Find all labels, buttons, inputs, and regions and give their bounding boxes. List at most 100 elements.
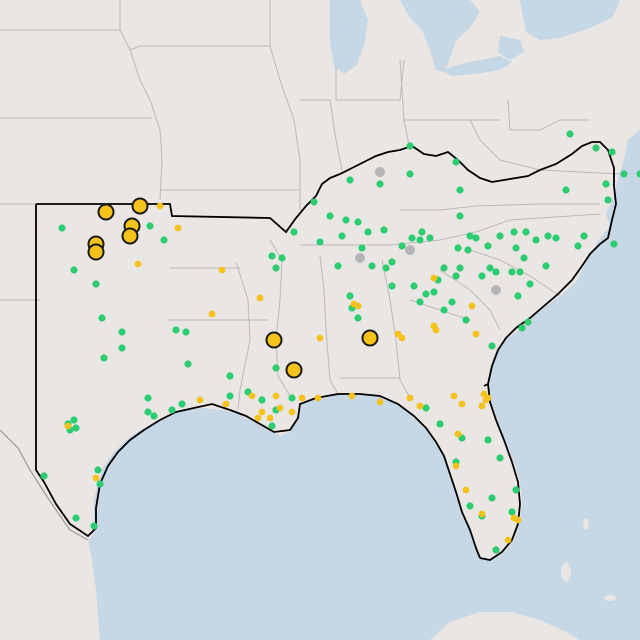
green-station-marker[interactable] bbox=[268, 252, 276, 260]
green-station-marker[interactable] bbox=[516, 268, 524, 276]
green-station-marker[interactable] bbox=[486, 264, 494, 272]
green-station-marker[interactable] bbox=[100, 354, 108, 362]
yellow-station-marker[interactable] bbox=[432, 326, 440, 334]
green-station-marker[interactable] bbox=[70, 266, 78, 274]
green-station-marker[interactable] bbox=[464, 246, 472, 254]
large-yellow-marker[interactable] bbox=[97, 203, 115, 221]
green-station-marker[interactable] bbox=[70, 416, 78, 424]
green-station-marker[interactable] bbox=[364, 228, 372, 236]
green-station-marker[interactable] bbox=[406, 170, 414, 178]
green-station-marker[interactable] bbox=[518, 324, 526, 332]
green-station-marker[interactable] bbox=[150, 412, 158, 420]
green-station-marker[interactable] bbox=[98, 314, 106, 322]
green-station-marker[interactable] bbox=[452, 158, 460, 166]
yellow-station-marker[interactable] bbox=[254, 414, 262, 422]
green-station-marker[interactable] bbox=[492, 268, 500, 276]
green-station-marker[interactable] bbox=[418, 228, 426, 236]
green-station-marker[interactable] bbox=[416, 298, 424, 306]
green-station-marker[interactable] bbox=[346, 292, 354, 300]
yellow-station-marker[interactable] bbox=[454, 430, 462, 438]
green-station-marker[interactable] bbox=[316, 238, 324, 246]
yellow-station-marker[interactable] bbox=[208, 310, 216, 318]
green-station-marker[interactable] bbox=[524, 318, 532, 326]
yellow-station-marker[interactable] bbox=[462, 486, 470, 494]
yellow-station-marker[interactable] bbox=[354, 302, 362, 310]
green-station-marker[interactable] bbox=[608, 148, 616, 156]
green-station-marker[interactable] bbox=[354, 218, 362, 226]
green-station-marker[interactable] bbox=[182, 328, 190, 336]
green-station-marker[interactable] bbox=[290, 228, 298, 236]
large-yellow-marker[interactable] bbox=[131, 197, 149, 215]
green-station-marker[interactable] bbox=[172, 326, 180, 334]
green-station-marker[interactable] bbox=[552, 234, 560, 242]
green-station-marker[interactable] bbox=[144, 408, 152, 416]
yellow-station-marker[interactable] bbox=[376, 398, 384, 406]
yellow-station-marker[interactable] bbox=[314, 394, 322, 402]
gray-station-marker[interactable] bbox=[491, 285, 501, 295]
yellow-station-marker[interactable] bbox=[504, 536, 512, 544]
green-station-marker[interactable] bbox=[178, 400, 186, 408]
yellow-station-marker[interactable] bbox=[430, 274, 438, 282]
green-station-marker[interactable] bbox=[118, 344, 126, 352]
green-station-marker[interactable] bbox=[522, 228, 530, 236]
green-station-marker[interactable] bbox=[566, 130, 574, 138]
green-station-marker[interactable] bbox=[542, 262, 550, 270]
gray-station-marker[interactable] bbox=[355, 253, 365, 263]
yellow-station-marker[interactable] bbox=[266, 414, 274, 422]
yellow-station-marker[interactable] bbox=[92, 474, 100, 482]
green-station-marker[interactable] bbox=[602, 180, 610, 188]
green-station-marker[interactable] bbox=[388, 282, 396, 290]
yellow-station-marker[interactable] bbox=[134, 260, 142, 268]
green-station-marker[interactable] bbox=[512, 486, 520, 494]
yellow-station-marker[interactable] bbox=[196, 396, 204, 404]
yellow-station-marker[interactable] bbox=[276, 404, 284, 412]
yellow-station-marker[interactable] bbox=[248, 392, 256, 400]
yellow-station-marker[interactable] bbox=[316, 334, 324, 342]
green-station-marker[interactable] bbox=[146, 222, 154, 230]
green-station-marker[interactable] bbox=[72, 424, 80, 432]
green-station-marker[interactable] bbox=[326, 212, 334, 220]
green-station-marker[interactable] bbox=[376, 180, 384, 188]
yellow-station-marker[interactable] bbox=[458, 400, 466, 408]
green-station-marker[interactable] bbox=[496, 454, 504, 462]
green-station-marker[interactable] bbox=[478, 272, 486, 280]
green-station-marker[interactable] bbox=[484, 242, 492, 250]
green-station-marker[interactable] bbox=[440, 306, 448, 314]
green-station-marker[interactable] bbox=[610, 240, 618, 248]
yellow-station-marker[interactable] bbox=[258, 408, 266, 416]
green-station-marker[interactable] bbox=[258, 396, 266, 404]
green-station-marker[interactable] bbox=[288, 394, 296, 402]
yellow-station-marker[interactable] bbox=[406, 394, 414, 402]
green-station-marker[interactable] bbox=[532, 236, 540, 244]
green-station-marker[interactable] bbox=[484, 436, 492, 444]
green-station-marker[interactable] bbox=[184, 360, 192, 368]
yellow-station-marker[interactable] bbox=[398, 334, 406, 342]
green-station-marker[interactable] bbox=[452, 272, 460, 280]
yellow-station-marker[interactable] bbox=[298, 394, 306, 402]
green-station-marker[interactable] bbox=[388, 258, 396, 266]
green-station-marker[interactable] bbox=[620, 170, 628, 178]
large-yellow-marker[interactable] bbox=[87, 243, 105, 261]
green-station-marker[interactable] bbox=[226, 372, 234, 380]
green-station-marker[interactable] bbox=[472, 234, 480, 242]
green-station-marker[interactable] bbox=[456, 212, 464, 220]
yellow-station-marker[interactable] bbox=[222, 400, 230, 408]
green-station-marker[interactable] bbox=[272, 264, 280, 272]
green-station-marker[interactable] bbox=[466, 232, 474, 240]
yellow-station-marker[interactable] bbox=[468, 302, 476, 310]
green-station-marker[interactable] bbox=[514, 292, 522, 300]
green-station-marker[interactable] bbox=[94, 466, 102, 474]
yellow-station-marker[interactable] bbox=[348, 392, 356, 400]
gray-station-marker[interactable] bbox=[375, 167, 385, 177]
green-station-marker[interactable] bbox=[410, 282, 418, 290]
large-yellow-marker[interactable] bbox=[121, 227, 139, 245]
large-yellow-marker[interactable] bbox=[361, 329, 379, 347]
green-station-marker[interactable] bbox=[508, 508, 516, 516]
green-station-marker[interactable] bbox=[406, 142, 414, 150]
yellow-station-marker[interactable] bbox=[416, 402, 424, 410]
yellow-station-marker[interactable] bbox=[514, 516, 522, 524]
green-station-marker[interactable] bbox=[492, 546, 500, 554]
yellow-station-marker[interactable] bbox=[218, 266, 226, 274]
green-station-marker[interactable] bbox=[580, 232, 588, 240]
